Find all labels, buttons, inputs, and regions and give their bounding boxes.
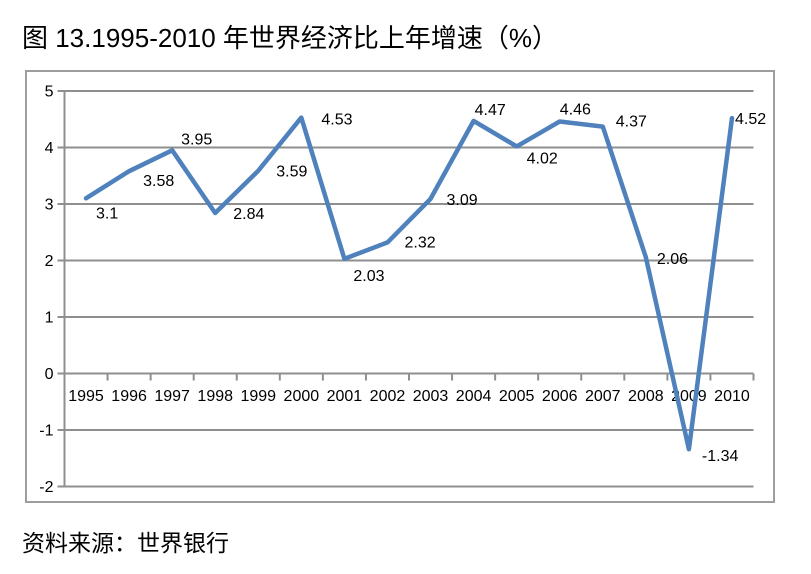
data-label: 3.59: [276, 164, 307, 181]
x-axis-label: 2003: [413, 388, 449, 405]
data-label: 4.47: [475, 102, 506, 119]
data-label: 4.37: [616, 114, 647, 131]
x-axis-label: 2000: [284, 388, 320, 405]
chart-title: 图 13.1995-2010 年世界经济比上年增速（%）: [22, 23, 559, 53]
data-label: -1.34: [702, 448, 739, 465]
y-axis-label: 1: [45, 310, 54, 327]
x-axis-label: 1999: [240, 388, 276, 405]
data-label: 2.32: [404, 234, 435, 251]
y-axis-label: 3: [45, 197, 54, 214]
growth-line-chart: 5 4 3 2 1 0 -1 -2 1995 1996 1997 1998 1999 2000 2001 20…: [39, 84, 766, 497]
y-axis-label: 0: [45, 366, 54, 383]
x-axis-label: 2010: [714, 388, 750, 405]
x-axis-label: 2001: [327, 388, 363, 405]
data-label: 4.02: [527, 150, 558, 167]
x-axis-label: 2005: [499, 388, 535, 405]
x-axis-label: 2006: [542, 388, 578, 405]
x-axis-label: 1996: [111, 388, 147, 405]
data-label: 4.53: [321, 112, 352, 129]
chart-area: 5 4 3 2 1 0 -1 -2 1995 1996 1997 1998 1999 2000 2001 20…: [25, 70, 775, 503]
x-axis-label: 2008: [628, 388, 664, 405]
x-axis-label: 1997: [154, 388, 190, 405]
data-label: 2.03: [353, 268, 384, 285]
y-axis-label: 4: [45, 140, 54, 157]
x-axis-label: 2002: [370, 388, 406, 405]
data-label: 4.52: [735, 111, 766, 128]
x-axis-label: 2007: [585, 388, 621, 405]
data-label: 3.1: [96, 205, 118, 222]
x-axis-label: 2004: [456, 388, 492, 405]
y-axis-label: -2: [39, 479, 53, 496]
y-axis-label: 2: [45, 253, 54, 270]
x-axis-label: 1998: [197, 388, 233, 405]
data-label: 3.58: [143, 173, 174, 190]
data-label: 3.09: [447, 192, 478, 209]
y-axis-label: 5: [45, 84, 54, 101]
x-axis-label: 1995: [68, 388, 104, 405]
data-label: 2.06: [657, 251, 688, 268]
source-note: 资料来源：世界银行: [22, 530, 229, 556]
trend-line: [83, 115, 735, 452]
data-label: 4.46: [560, 102, 591, 119]
data-label: 2.84: [233, 206, 264, 223]
data-label: 3.95: [181, 131, 212, 148]
y-axis-label: -1: [39, 423, 53, 440]
